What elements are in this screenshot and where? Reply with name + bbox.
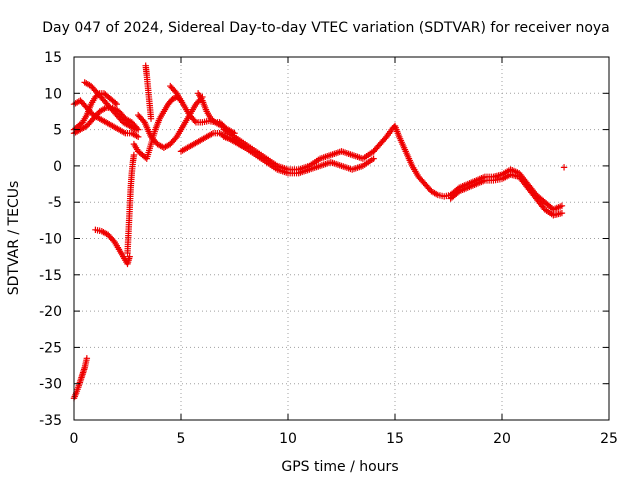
data-point bbox=[558, 209, 566, 217]
y-tick-label: -25 bbox=[39, 340, 62, 356]
series-mid-5 bbox=[194, 90, 227, 130]
series-flat-2 bbox=[220, 133, 377, 177]
data-point bbox=[191, 117, 198, 125]
y-tick-label: -20 bbox=[39, 304, 62, 320]
y-tick-label: 10 bbox=[44, 86, 62, 102]
data-marks bbox=[70, 62, 568, 402]
y-tick-label: -10 bbox=[39, 232, 62, 248]
x-tick-label: 15 bbox=[386, 431, 404, 447]
data-point bbox=[147, 115, 155, 122]
x-tick-label: 5 bbox=[177, 431, 186, 447]
y-tick-label: -30 bbox=[39, 377, 62, 393]
data-point bbox=[113, 100, 120, 108]
series-tail-2 bbox=[447, 171, 566, 219]
x-tick-label: 20 bbox=[493, 431, 511, 447]
series-dip-1 bbox=[92, 226, 133, 268]
y-tick-label: 5 bbox=[53, 123, 62, 139]
data-point bbox=[112, 99, 119, 107]
data-point bbox=[210, 117, 218, 125]
series-end-point bbox=[560, 164, 568, 171]
data-point bbox=[370, 155, 377, 162]
series-start-low bbox=[70, 355, 91, 402]
x-tick-label: 10 bbox=[279, 431, 297, 447]
y-tick-label: 0 bbox=[53, 159, 62, 175]
data-point bbox=[172, 135, 179, 142]
chart-title: Day 047 of 2024, Sidereal Day-to-day VTE… bbox=[42, 20, 610, 36]
data-point bbox=[558, 202, 566, 210]
y-tick-label: -35 bbox=[39, 413, 62, 429]
data-point bbox=[169, 95, 176, 103]
x-tick-label: 25 bbox=[600, 431, 618, 447]
data-point bbox=[130, 151, 138, 159]
data-point bbox=[110, 237, 117, 244]
series-spike-1 bbox=[142, 62, 155, 122]
data-point bbox=[135, 133, 142, 141]
series-band-a bbox=[70, 97, 142, 141]
axis-ticks: 0 5 10 15 20 25 -35 -30 -25 -20 -15 -10 -5 0 5 10 15 bbox=[39, 50, 618, 447]
series-mid-3 bbox=[167, 82, 238, 137]
y-tick-label: 15 bbox=[44, 50, 62, 66]
y-axis-label: SDTVAR / TECUs bbox=[6, 181, 22, 296]
data-point bbox=[140, 117, 147, 125]
grid bbox=[74, 57, 609, 420]
data-point bbox=[172, 88, 179, 96]
data-point bbox=[126, 253, 133, 260]
data-point bbox=[219, 121, 226, 128]
data-point bbox=[132, 126, 140, 133]
series-bump-15 bbox=[370, 122, 454, 200]
series-band-c bbox=[81, 79, 140, 133]
x-tick-label: 0 bbox=[70, 431, 79, 447]
y-tick-label: -5 bbox=[48, 195, 62, 211]
series-rise-1 bbox=[124, 151, 138, 257]
x-axis-label: GPS time / hours bbox=[281, 459, 398, 475]
data-point bbox=[83, 355, 91, 362]
data-point bbox=[560, 164, 568, 171]
y-tick-label: -15 bbox=[39, 268, 62, 284]
